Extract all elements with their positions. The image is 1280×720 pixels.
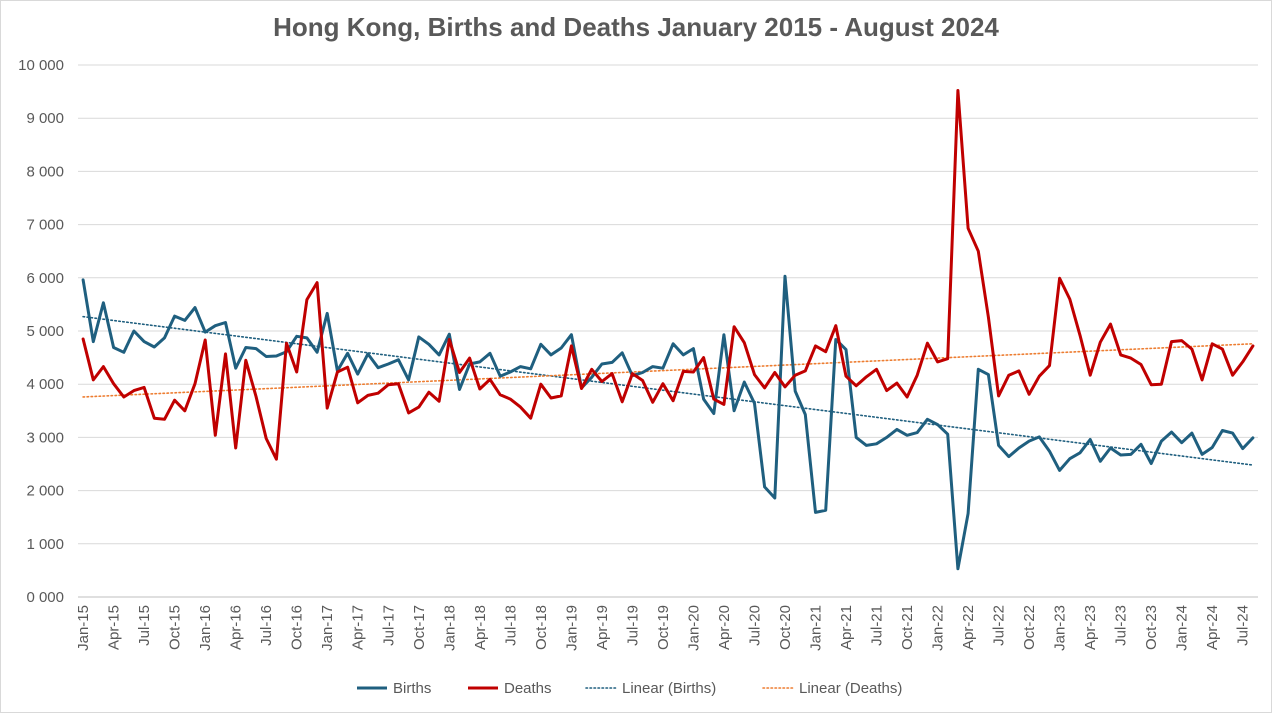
x-tick-label: Apr-16 [228, 605, 245, 650]
x-tick-label: Jan-16 [197, 605, 214, 651]
x-tick-label: Jul-23 [1113, 605, 1130, 646]
chart-title: Hong Kong, Births and Deaths January 201… [273, 12, 999, 42]
x-tick-label: Jan-23 [1052, 605, 1069, 651]
x-tick-label: Apr-21 [838, 605, 855, 650]
x-tick-label: Oct-16 [289, 605, 306, 650]
legend-label: Linear (Deaths) [799, 680, 902, 697]
x-tick-label: Oct-21 [899, 605, 916, 650]
x-axis-ticks: Jan-15 Apr-15 Jul-15 Oct-15 Jan-16 Apr-16 Jul-… [75, 605, 1252, 651]
series-line-deaths [81, 89, 1255, 461]
x-tick-label: Jan-22 [930, 605, 947, 651]
x-tick-label: Jul-15 [136, 605, 153, 646]
x-tick-label: Jan-18 [441, 605, 458, 651]
x-tick-label: Jul-20 [746, 605, 763, 646]
x-tick-label: Jan-15 [75, 605, 92, 651]
legend-label: Deaths [504, 680, 552, 697]
x-tick-label: Jan-24 [1174, 605, 1191, 651]
legend: Births Deaths Linear (Births) Linear (Death… [357, 680, 902, 697]
x-tick-label: Apr-24 [1204, 605, 1221, 650]
y-tick-label: 1 000 [26, 536, 64, 553]
series-lines [81, 89, 1255, 571]
x-tick-label: Apr-18 [472, 605, 489, 650]
y-tick-label: 5 000 [26, 323, 64, 340]
y-tick-label: 9 000 [26, 110, 64, 127]
y-tick-label: 8 000 [26, 163, 64, 180]
legend-label: Births [393, 680, 431, 697]
x-tick-label: Oct-22 [1021, 605, 1038, 650]
x-tick-label: Jul-18 [502, 605, 519, 646]
x-tick-label: Jan-21 [808, 605, 825, 651]
x-tick-label: Jul-17 [380, 605, 397, 646]
x-tick-label: Jan-20 [685, 605, 702, 651]
x-tick-label: Apr-20 [716, 605, 733, 650]
x-tick-label: Jul-24 [1235, 605, 1252, 646]
x-tick-label: Oct-23 [1143, 605, 1160, 650]
x-tick-label: Jan-17 [319, 605, 336, 651]
x-tick-label: Apr-17 [350, 605, 367, 650]
x-tick-label: Oct-18 [533, 605, 550, 650]
x-tick-label: Oct-17 [411, 605, 428, 650]
x-tick-label: Jul-22 [991, 605, 1008, 646]
legend-label: Linear (Births) [622, 680, 716, 697]
x-tick-label: Apr-19 [594, 605, 611, 650]
y-tick-label: 4 000 [26, 376, 64, 393]
y-tick-label: 10 000 [18, 57, 64, 74]
y-tick-label: 2 000 [26, 483, 64, 500]
gridlines [78, 64, 1258, 598]
y-tick-label: 3 000 [26, 429, 64, 446]
x-tick-label: Oct-20 [777, 605, 794, 650]
x-tick-label: Oct-15 [167, 605, 184, 650]
x-tick-label: Jul-19 [624, 605, 641, 646]
x-tick-label: Apr-15 [106, 605, 123, 650]
x-tick-label: Jan-19 [563, 605, 580, 651]
y-tick-label: 0 000 [26, 589, 64, 606]
x-tick-label: Jul-21 [869, 605, 886, 646]
x-tick-label: Jul-16 [258, 605, 275, 646]
x-tick-label: Apr-23 [1082, 605, 1099, 650]
y-axis-ticks: 0 000 1 000 2 000 3 000 4 000 5 000 6 000 7 000… [18, 57, 64, 606]
series-line-births [81, 274, 1255, 571]
x-tick-label: Apr-22 [960, 605, 977, 650]
y-tick-label: 6 000 [26, 270, 64, 287]
trendline-linear-deaths [82, 342, 1254, 398]
y-tick-label: 7 000 [26, 217, 64, 234]
x-tick-label: Oct-19 [655, 605, 672, 650]
